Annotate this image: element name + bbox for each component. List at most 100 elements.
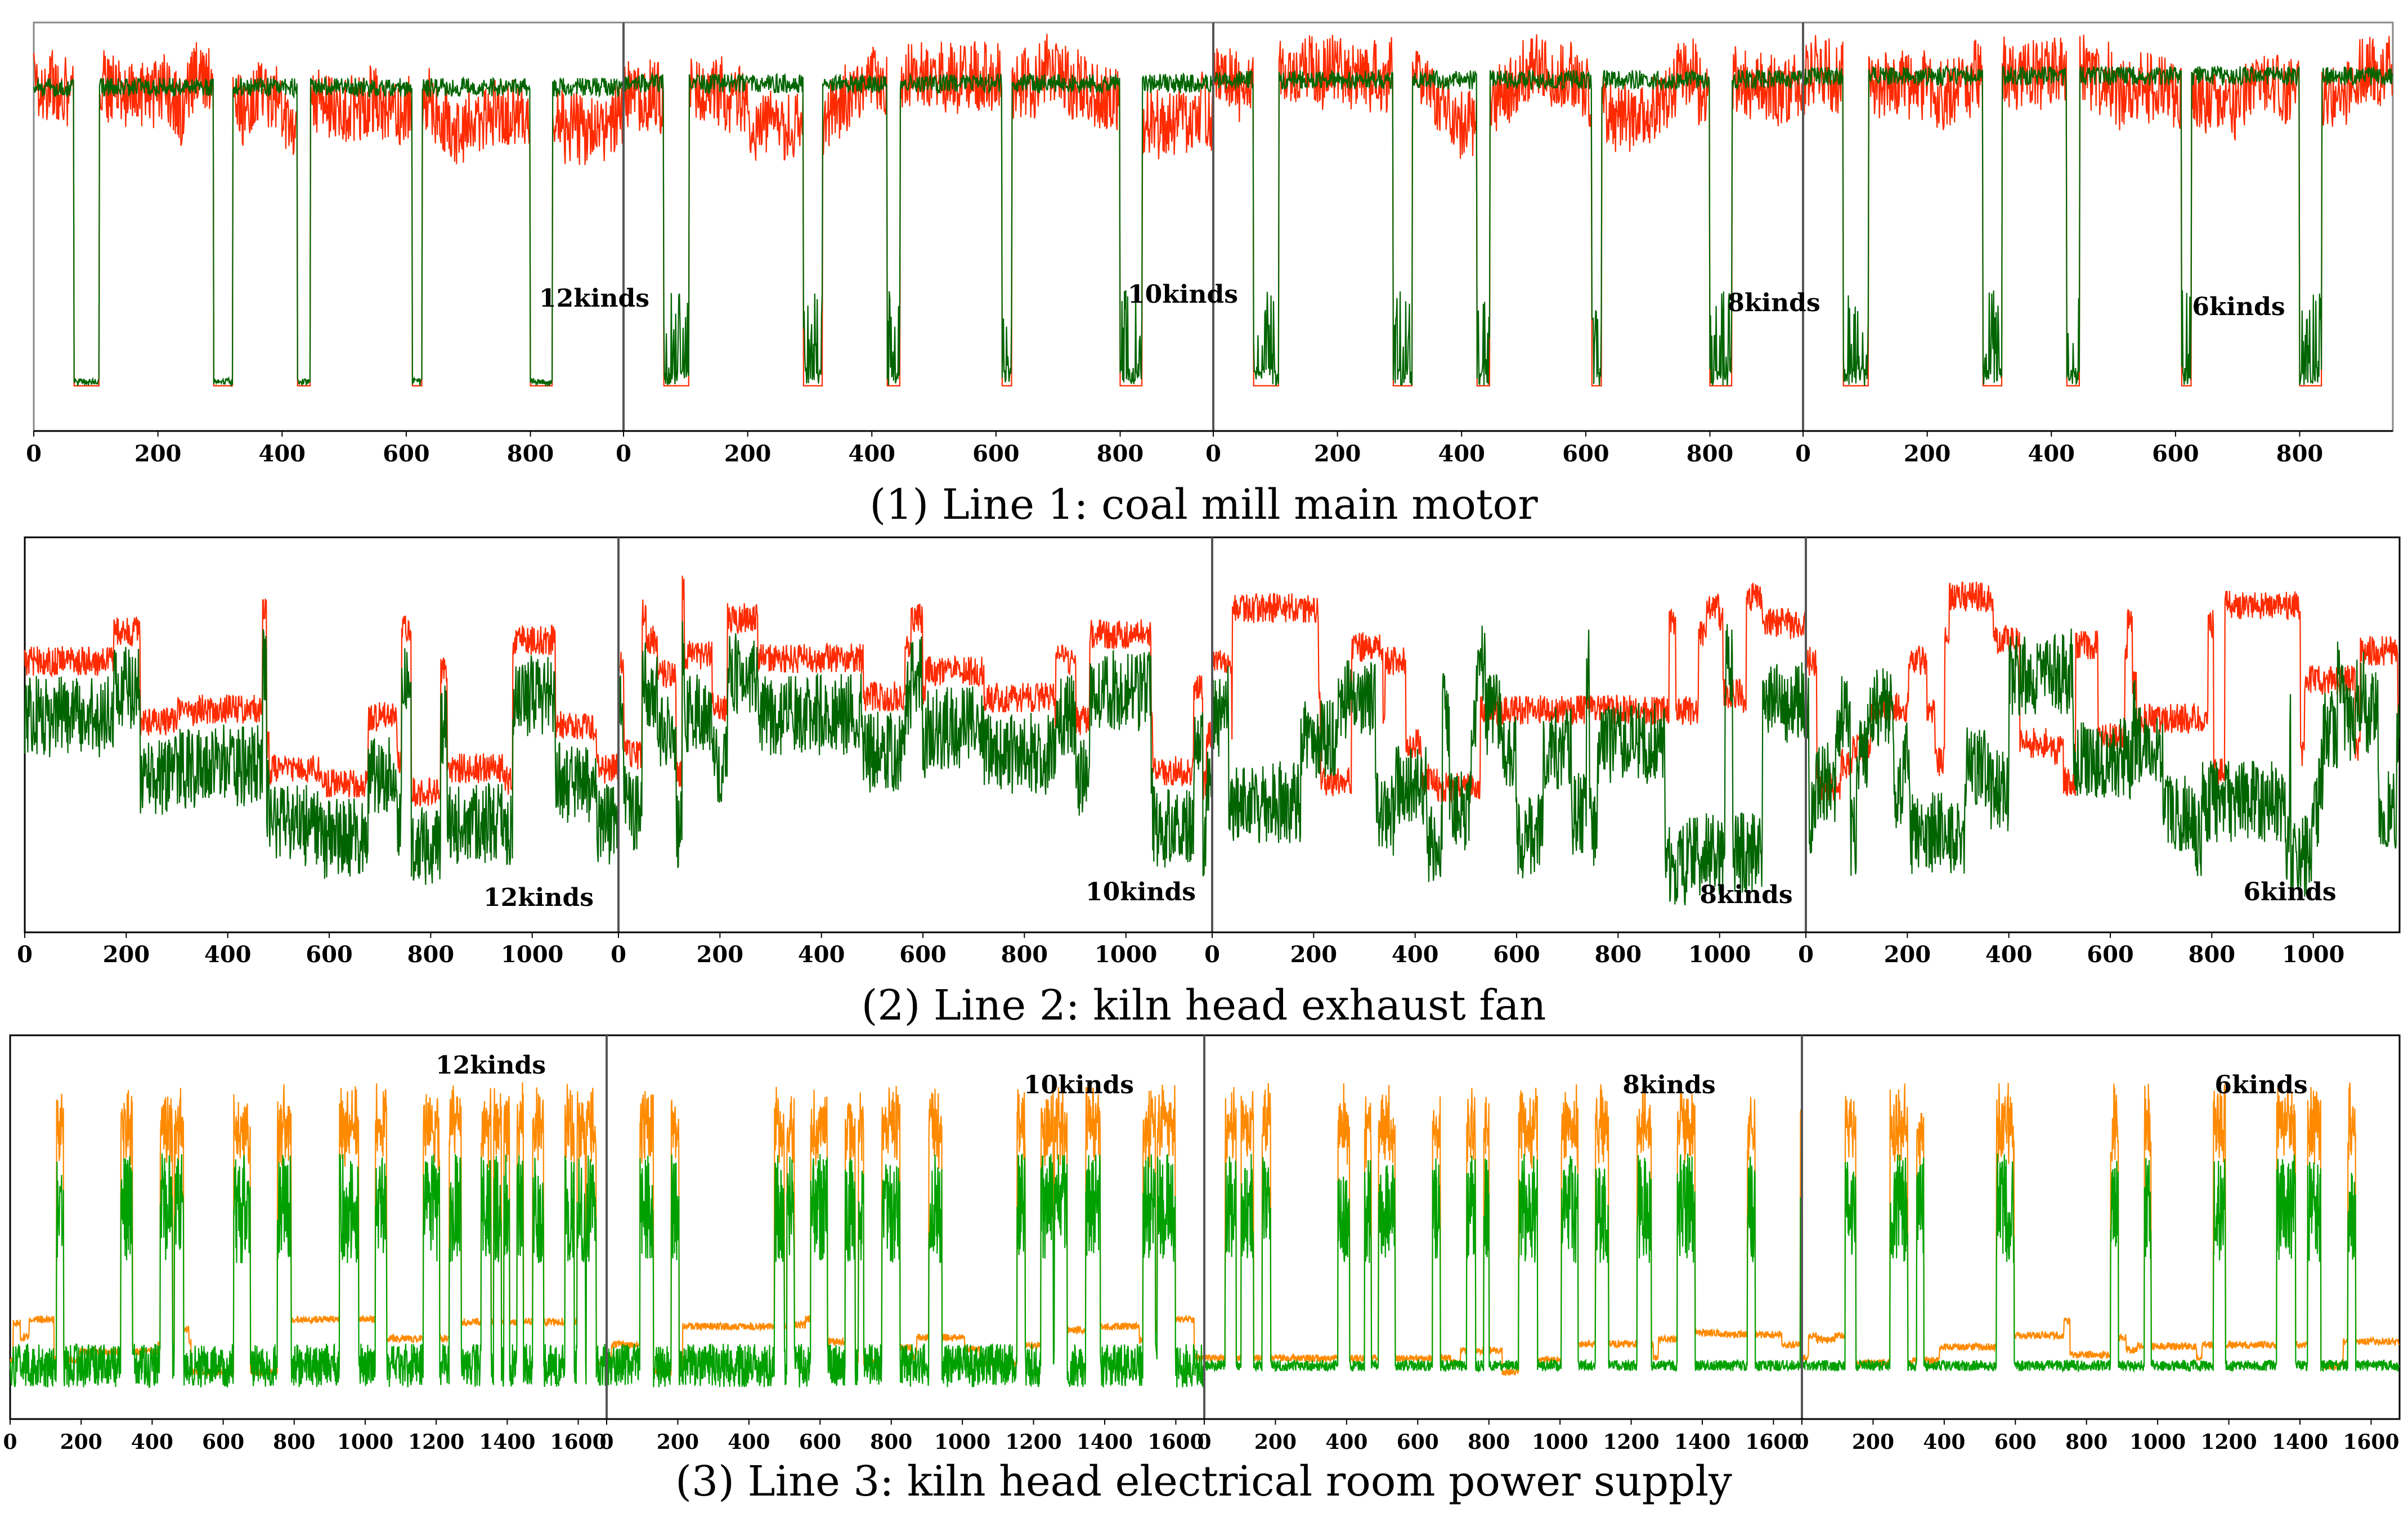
- row2-panel1-tick-label-400: 400: [204, 941, 252, 968]
- row3-panel3-tick-label-800: 800: [1468, 1430, 1510, 1454]
- row3-panel1-tick-label-1200: 1200: [408, 1430, 464, 1454]
- row2-panel3-tick-label-0: 0: [1204, 941, 1220, 968]
- row2-panel1-series-original: [24, 598, 619, 807]
- row2-panel3-tick-label-600: 600: [1493, 941, 1540, 968]
- row2-panel1-tick-label-200: 200: [103, 941, 150, 968]
- row3-panel3-tick-label-1000: 1000: [1532, 1430, 1588, 1454]
- row3-panel3-series-clustered: [1203, 1153, 1802, 1373]
- row3-panel4-tick-label-1400: 1400: [2272, 1430, 2328, 1454]
- row3-panel3-tick-label-1400: 1400: [1674, 1430, 1730, 1454]
- row2-panel2-tick-label-200: 200: [697, 941, 744, 968]
- row3-panel3-tick-label-1600: 1600: [1745, 1430, 1801, 1454]
- row1-panel4-series-clustered: [1802, 65, 2393, 386]
- row2-kinds-label-4: 6kinds: [2243, 878, 2336, 906]
- row2-panel3-series-original: [1211, 582, 1806, 804]
- row3-panel4-tick-label-200: 200: [1852, 1430, 1894, 1454]
- row2-series: [24, 576, 2400, 905]
- row3-panel3-tick-label-1200: 1200: [1603, 1430, 1659, 1454]
- row1-panel3-tick-label-400: 400: [1438, 441, 1486, 467]
- row1-x-axis: 0 200 400 600 800 0 200 400 600 800 0 200 400 600 800 0…: [26, 430, 2393, 467]
- row2-panel4-series-original: [1805, 581, 2400, 801]
- row1-panel4-tick-label-0: 0: [1795, 441, 1811, 467]
- row3-panel2-tick-label-0: 0: [599, 1430, 613, 1454]
- row1-kinds-label-2: 10kinds: [1128, 280, 1238, 309]
- row3-panel2-tick-label-1600: 1600: [1147, 1430, 1204, 1454]
- row1-panel1-tick-label-800: 800: [507, 441, 554, 467]
- row1-panel1-tick-label-400: 400: [259, 441, 306, 467]
- row3-caption: (3) Line 3: kiln head electrical room po…: [675, 1457, 1732, 1506]
- row1-panel4-series-original: [1802, 34, 2393, 387]
- row2-panel4-tick-label-800: 800: [2189, 941, 2236, 968]
- row2-panel2-tick-label-0: 0: [611, 941, 626, 968]
- row3-panel2-tick-label-1000: 1000: [934, 1430, 990, 1454]
- row3-panel1-tick-label-400: 400: [131, 1430, 173, 1454]
- row3-kinds-label-4: 6kinds: [2214, 1071, 2307, 1099]
- row3-panel4-tick-label-1600: 1600: [2343, 1430, 2399, 1454]
- row3-panel2-tick-label-600: 600: [799, 1430, 841, 1454]
- row2-dividers: [617, 537, 1807, 932]
- row3-kinds-label-1: 12kinds: [436, 1051, 546, 1080]
- row3-panel1-series-original: [10, 1082, 607, 1378]
- row2-kinds-label-2: 10kinds: [1086, 878, 1196, 906]
- row2-panel4-tick-label-200: 200: [1884, 941, 1931, 968]
- row1-panel1-series-original: [33, 42, 624, 387]
- row3-panel1-series-clustered: [9, 1153, 607, 1389]
- row2-kinds-label-1: 12kinds: [483, 883, 594, 912]
- row1-panel3-series-clustered: [1212, 68, 1803, 386]
- row1-panel2-tick-label-200: 200: [724, 441, 772, 467]
- row1-panel2-series-clustered: [622, 71, 1213, 385]
- row1-panel1-series-clustered: [33, 75, 624, 388]
- row2-panel3-tick-label-400: 400: [1392, 941, 1439, 968]
- row2-panel2-tick-label-800: 800: [1001, 941, 1048, 968]
- row1-kinds-label-3: 8kinds: [1727, 289, 1820, 317]
- row3-panel4-tick-label-400: 400: [1923, 1430, 1965, 1454]
- row3-panel2-tick-label-1400: 1400: [1077, 1430, 1133, 1454]
- row3-panel4-tick-label-600: 600: [1994, 1430, 2037, 1454]
- row1-panel1-tick-label-600: 600: [383, 441, 430, 467]
- row1-panel4-tick-label-800: 800: [2276, 441, 2324, 467]
- row1-panel3-tick-label-200: 200: [1314, 441, 1361, 467]
- row2-panel3-tick-label-800: 800: [1595, 941, 1642, 968]
- row3-panel1-tick-label-200: 200: [60, 1430, 102, 1454]
- row3-panel1-tick-label-1000: 1000: [337, 1430, 393, 1454]
- row2-panel1-tick-label-0: 0: [17, 941, 33, 968]
- row3-panel1-tick-label-0: 0: [3, 1430, 17, 1454]
- row3-panel4-series-original: [1801, 1082, 2400, 1371]
- row3-panel1-tick-label-1400: 1400: [479, 1430, 535, 1454]
- row1-kinds-label-1: 12kinds: [539, 284, 649, 313]
- row2-panel2-series-original: [617, 576, 1213, 800]
- row1-panel2-tick-label-400: 400: [849, 441, 896, 467]
- row1-panel2-tick-label-600: 600: [972, 441, 1020, 467]
- row2-panel4-tick-label-1000: 1000: [2282, 941, 2344, 968]
- row1-panel4-tick-label-400: 400: [2028, 441, 2075, 467]
- row3-panel1-tick-label-600: 600: [202, 1430, 244, 1454]
- row2-panel3-series-clustered: [1211, 624, 1806, 905]
- row2-x-axis: 0 200 400 600 800 1000 0 200 400 600 800 1000 0 200 40…: [17, 931, 2400, 968]
- row1-series: [33, 34, 2393, 388]
- row2-caption: (2) Line 2: kiln head exhaust fan: [862, 981, 1546, 1030]
- row3-series: [9, 1082, 2400, 1389]
- row3-panel4-tick-label-800: 800: [2065, 1430, 2107, 1454]
- row2-panel2-tick-label-600: 600: [899, 941, 947, 968]
- row3-panel2-tick-label-400: 400: [728, 1430, 770, 1454]
- row1-panel4-tick-label-600: 600: [2152, 441, 2199, 467]
- row1-chart: 0 200 400 600 800 0 200 400 600 800 0 200 400 600 800 0…: [26, 21, 2394, 529]
- row3-panel3-tick-label-0: 0: [1197, 1430, 1211, 1454]
- row1-panel3-tick-label-600: 600: [1562, 441, 1609, 467]
- row3-panel4-series-clustered: [1801, 1153, 2400, 1373]
- row3-panel2-tick-label-1200: 1200: [1005, 1430, 1061, 1454]
- row1-panel2-tick-label-800: 800: [1097, 441, 1144, 467]
- row2-panel2-tick-label-400: 400: [798, 941, 845, 968]
- row3-panel3-tick-label-400: 400: [1325, 1430, 1367, 1454]
- row3-panel4-tick-label-1000: 1000: [2129, 1430, 2186, 1454]
- row3-panel3-tick-label-200: 200: [1254, 1430, 1297, 1454]
- row2-panel1-tick-label-1000: 1000: [501, 941, 563, 968]
- row2-panel1-tick-label-800: 800: [407, 941, 455, 968]
- row3-panel1-tick-label-1600: 1600: [550, 1430, 606, 1454]
- row2-panel4-tick-label-0: 0: [1798, 941, 1814, 968]
- row2-panel4-series-clustered: [1805, 628, 2400, 897]
- row1-panel1-tick-label-200: 200: [134, 441, 182, 467]
